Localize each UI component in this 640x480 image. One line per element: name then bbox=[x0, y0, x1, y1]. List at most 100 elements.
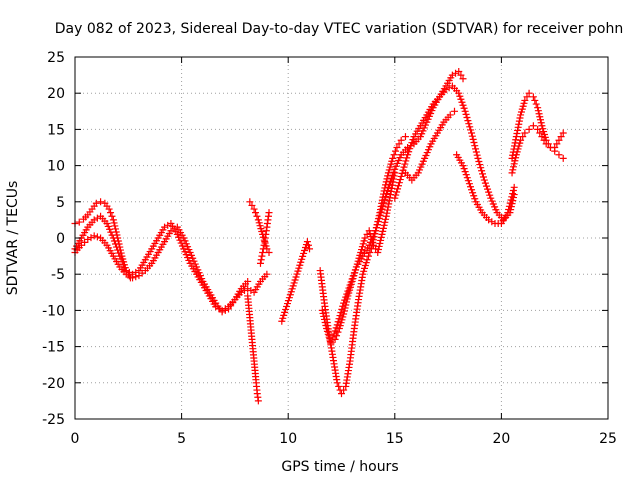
point-track-j-9 bbox=[384, 183, 392, 191]
point-track-j-3-fill-2 bbox=[348, 275, 356, 283]
point-track-b-3 bbox=[90, 232, 98, 240]
point-track-i-13 bbox=[374, 248, 382, 256]
point-track-k-13-fill-1 bbox=[475, 157, 483, 165]
point-track-o-7 bbox=[538, 133, 546, 141]
point-track-i-15 bbox=[382, 212, 390, 220]
point-track-c-8 bbox=[105, 205, 113, 213]
point-track-k-11-fill-5 bbox=[466, 123, 474, 131]
point-track-k-11-fill-3 bbox=[464, 117, 472, 125]
point-track-j-2-fill-5 bbox=[345, 284, 353, 292]
point-track-j-1-fill-3 bbox=[336, 312, 344, 320]
point-track-c-9-fill-3 bbox=[112, 225, 120, 233]
point-track-k-11-fill-1 bbox=[462, 110, 470, 118]
point-track-o-2 bbox=[517, 136, 525, 144]
point-track-n-5-fill-2 bbox=[532, 100, 540, 108]
point-track-g-0-fill-3 bbox=[281, 308, 289, 316]
point-track-a-27-fill-1 bbox=[247, 286, 255, 294]
y-tick-label-25: 25 bbox=[47, 50, 65, 66]
point-track-f-1-fill-1 bbox=[259, 245, 267, 253]
point-track-k-14-fill-2 bbox=[482, 182, 490, 190]
point-track-i-14-fill-5 bbox=[382, 215, 390, 223]
point-track-h-4 bbox=[333, 379, 341, 387]
point-track-j-0 bbox=[327, 339, 335, 347]
point-track-i-13-fill-1 bbox=[374, 245, 382, 253]
point-track-k-0-fill-3 bbox=[394, 185, 402, 193]
point-track-b-8-fill-1 bbox=[125, 272, 133, 280]
point-track-m-8-fill-7 bbox=[509, 186, 517, 194]
point-track-i-14-fill-4 bbox=[381, 218, 389, 226]
point-track-c-10-fill-5 bbox=[117, 249, 125, 257]
point-track-o-0-fill-3 bbox=[510, 160, 518, 168]
y-tick-label--5: -5 bbox=[51, 267, 65, 283]
point-track-j-2-fill-3 bbox=[343, 290, 351, 298]
point-track-j-0-fill-5 bbox=[332, 324, 340, 332]
point-track-c-1 bbox=[75, 218, 83, 226]
point-track-g-0-fill-21 bbox=[298, 255, 306, 263]
data-points bbox=[71, 67, 567, 405]
point-track-o-10-fill-1 bbox=[553, 140, 561, 148]
point-track-c-10-fill-2 bbox=[115, 240, 123, 248]
point-track-j-8-fill-3 bbox=[381, 196, 389, 204]
point-track-k-12-fill-1 bbox=[468, 132, 476, 140]
point-track-k-12 bbox=[468, 129, 476, 137]
y-tick-label-15: 15 bbox=[47, 122, 65, 138]
point-track-g-0-fill-24 bbox=[301, 246, 309, 254]
point-track-h-4-fill-1 bbox=[335, 382, 343, 390]
point-track-k-11-fill-6 bbox=[467, 126, 475, 134]
point-track-j-8-fill-5 bbox=[383, 190, 391, 198]
point-track-j-0-fill-2 bbox=[329, 333, 337, 341]
point-track-f-0 bbox=[256, 259, 264, 267]
point-track-g-0-fill-15 bbox=[292, 273, 300, 281]
point-track-n-3-fill-1 bbox=[523, 93, 531, 101]
point-track-i-15-fill-4 bbox=[385, 200, 393, 208]
point-track-g-0-fill-14 bbox=[291, 276, 299, 284]
point-track-m-2-fill-2 bbox=[468, 186, 476, 194]
y-tick-label--15: -15 bbox=[42, 340, 65, 356]
point-track-e-1-fill-1 bbox=[252, 209, 260, 217]
point-track-g-0-fill-6 bbox=[283, 300, 291, 308]
point-track-c-5 bbox=[92, 199, 100, 207]
point-track-k-10-fill-1 bbox=[456, 92, 464, 100]
point-track-n-1-fill-3 bbox=[514, 123, 522, 131]
point-track-n-6-fill-4 bbox=[536, 116, 544, 124]
point-track-j-7-fill-5 bbox=[376, 211, 384, 219]
point-track-c-10-fill-1 bbox=[114, 237, 122, 245]
point-track-c-10-fill-3 bbox=[116, 243, 124, 251]
point-track-m-1-fill-3 bbox=[462, 171, 470, 179]
point-track-j-8-fill-6 bbox=[383, 186, 391, 194]
point-track-i-13-fill-2 bbox=[375, 242, 383, 250]
point-track-j-3-fill-3 bbox=[349, 272, 357, 280]
point-track-g-0-fill-12 bbox=[289, 282, 297, 290]
point-track-g-0-fill-1 bbox=[279, 314, 287, 322]
point-track-o-8 bbox=[542, 140, 550, 148]
point-track-k-1-fill-6 bbox=[403, 154, 411, 162]
point-track-j-0-fill-3 bbox=[330, 330, 338, 338]
point-track-k-2-fill-2 bbox=[406, 145, 414, 153]
point-track-j-8-fill-2 bbox=[380, 199, 388, 207]
point-track-k-0-fill-2 bbox=[393, 188, 401, 196]
point-track-g-0-fill-16 bbox=[293, 270, 301, 278]
point-track-k-13-fill-4 bbox=[478, 167, 486, 175]
point-track-k-10-fill-4 bbox=[459, 101, 467, 109]
point-track-g-0-fill-10 bbox=[287, 288, 295, 296]
point-track-j-1-fill-6 bbox=[339, 302, 347, 310]
point-track-n-5 bbox=[529, 93, 537, 101]
point-track-h-5 bbox=[338, 390, 345, 398]
y-tick-label--20: -20 bbox=[42, 376, 65, 392]
point-track-o-7-fill-1 bbox=[540, 136, 548, 144]
point-track-m-8-fill-1 bbox=[505, 205, 513, 213]
point-track-g-0-fill-18 bbox=[295, 264, 303, 272]
point-track-k-12-fill-4 bbox=[471, 142, 479, 150]
point-track-j-7-fill-4 bbox=[375, 214, 383, 222]
point-track-o-3 bbox=[521, 129, 529, 137]
point-track-o-6-fill-1 bbox=[536, 129, 544, 137]
point-track-i-0-fill-1 bbox=[319, 309, 327, 317]
point-track-k-12-fill-6 bbox=[472, 148, 480, 156]
point-track-k-13-fill-3 bbox=[477, 164, 485, 172]
point-track-i-0-fill-4 bbox=[321, 318, 329, 326]
point-track-j-0-fill-1 bbox=[328, 336, 336, 344]
point-track-g-0-fill-19 bbox=[296, 261, 304, 269]
point-track-m-2-fill-3 bbox=[469, 189, 477, 197]
point-track-b-2-fill-1 bbox=[87, 234, 95, 242]
point-track-m-2-fill-1 bbox=[466, 183, 474, 191]
